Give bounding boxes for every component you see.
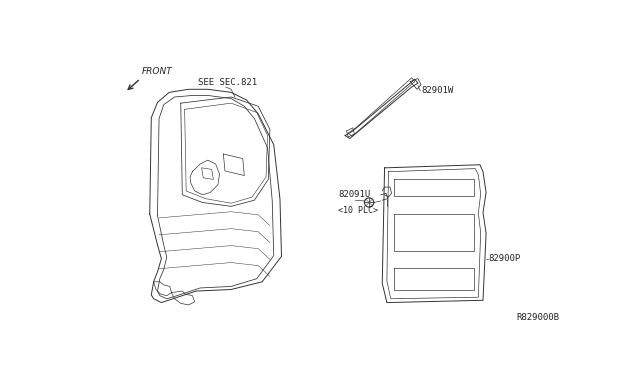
Text: <10 PLC>: <10 PLC> bbox=[338, 206, 378, 215]
Text: 82091U: 82091U bbox=[338, 190, 371, 199]
Text: SEE SEC.821: SEE SEC.821 bbox=[198, 78, 257, 87]
Text: 82900P: 82900P bbox=[488, 254, 521, 263]
Text: 82901W: 82901W bbox=[421, 86, 453, 95]
Text: R829000B: R829000B bbox=[516, 313, 559, 322]
Text: FRONT: FRONT bbox=[142, 67, 173, 76]
